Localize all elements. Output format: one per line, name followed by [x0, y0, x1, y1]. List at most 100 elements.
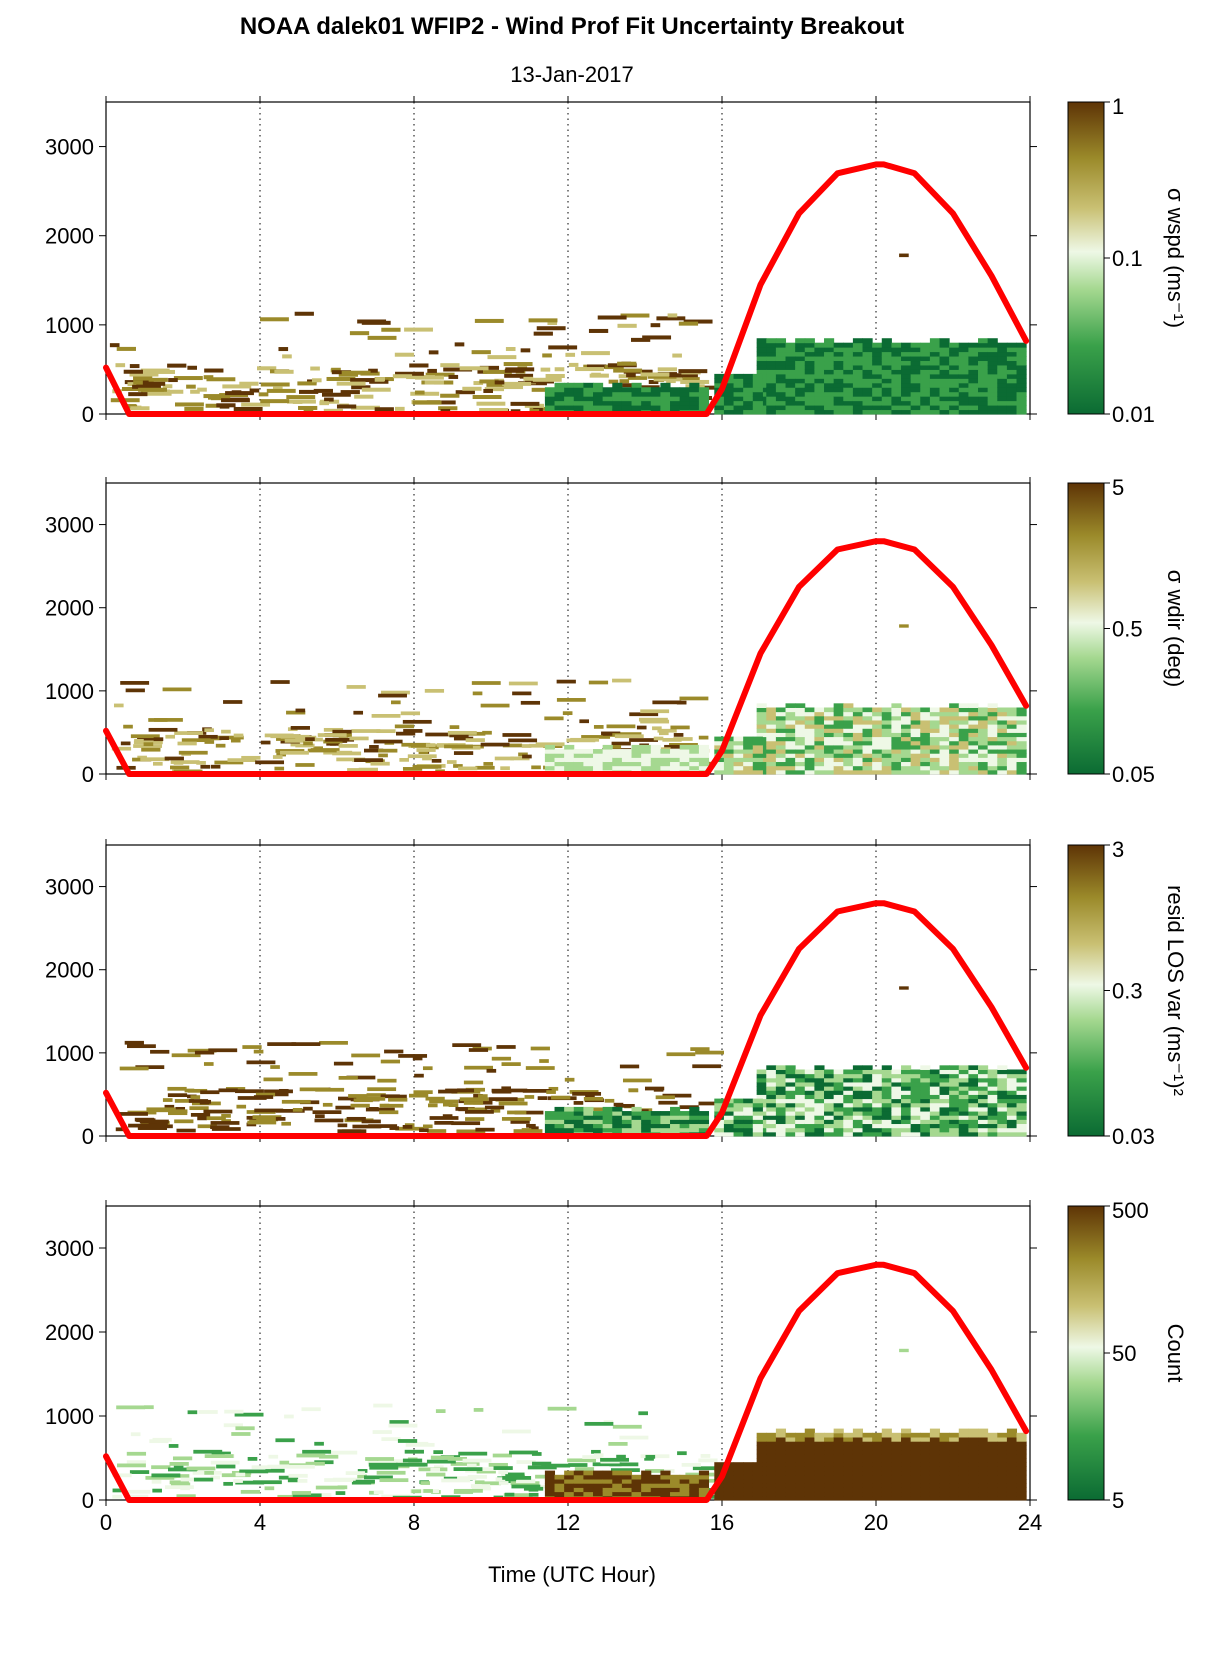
heatmap-cell [795, 749, 806, 754]
heatmap-cell [872, 1115, 883, 1120]
heatmap-cell [409, 1441, 429, 1446]
heatmap-cell [441, 1478, 471, 1483]
heatmap-cell [804, 1495, 815, 1501]
heatmap-cell [295, 708, 306, 713]
heatmap-cell [872, 382, 883, 388]
heatmap-cell [775, 1479, 787, 1484]
heatmap-cell [949, 749, 960, 754]
heatmap-cell [987, 1077, 998, 1083]
heatmap-cell [286, 710, 306, 715]
heatmap-cell [795, 1432, 806, 1438]
heatmap-cell [766, 400, 777, 406]
heatmap-cell [824, 387, 835, 393]
heatmap-cell [901, 749, 912, 754]
heatmap-cell [564, 405, 575, 411]
heatmap-cell [140, 757, 170, 762]
heatmap-cell [650, 323, 661, 328]
heatmap-cell [660, 1111, 671, 1116]
heatmap-cell [872, 1081, 883, 1087]
heatmap-cell [910, 1445, 921, 1451]
heatmap-cell [204, 368, 224, 373]
y-tick-label: 1000 [45, 1041, 94, 1066]
heatmap-cell [221, 398, 250, 403]
heatmap-cell [997, 1445, 1008, 1451]
heatmap-cell [593, 1111, 604, 1116]
heatmap-cell [862, 1445, 873, 1451]
heatmap-cell [766, 1458, 777, 1463]
heatmap-cell [583, 391, 594, 397]
heatmap-cell [997, 724, 1008, 729]
heatmap-cell [920, 1090, 931, 1095]
heatmap-cell [752, 400, 763, 406]
heatmap-cell [891, 1077, 902, 1083]
heatmap-cell [689, 405, 700, 411]
heatmap-cell [872, 1453, 883, 1459]
heatmap-cell [862, 1115, 873, 1120]
heatmap-cell [1016, 1495, 1027, 1501]
heatmap-cell [330, 741, 340, 746]
heatmap-cell [662, 1093, 692, 1098]
heatmap-cell [440, 393, 460, 398]
heatmap-cell [901, 711, 912, 717]
heatmap-cell [833, 1491, 844, 1497]
heatmap-cell [852, 1086, 864, 1091]
heatmap-cell [1006, 409, 1018, 415]
heatmap-cell [332, 751, 362, 756]
heatmap-cell [785, 1106, 796, 1112]
heatmap-cell [752, 753, 763, 758]
heatmap-cell [673, 737, 693, 741]
heatmap-cell [528, 1492, 539, 1497]
heatmap-cell [814, 761, 825, 767]
heatmap-cell [881, 1466, 892, 1472]
heatmap-cell [301, 1407, 321, 1412]
heatmap-cell [833, 765, 844, 771]
heatmap-cell [670, 1479, 681, 1484]
heatmap-cell [286, 395, 316, 400]
heatmap-cell [949, 409, 960, 415]
heatmap-cell [621, 753, 633, 758]
heatmap-cell [233, 406, 263, 411]
heatmap-cell [756, 732, 767, 738]
heatmap-cell [621, 391, 633, 397]
heatmap-cell [756, 711, 767, 717]
heatmap-cell [881, 1086, 892, 1091]
heatmap-cell [641, 765, 652, 771]
heatmap-cell [939, 364, 950, 370]
heatmap-cell [872, 732, 883, 738]
heatmap-cell [723, 749, 735, 754]
heatmap-cell [968, 347, 979, 353]
heatmap-cell [689, 1127, 700, 1133]
heatmap-cell [264, 733, 294, 738]
heatmap-cell [901, 1077, 912, 1083]
heatmap-cell [968, 1081, 979, 1087]
heatmap-cell [574, 1467, 595, 1471]
heatmap-cell [862, 765, 873, 771]
heatmap-cell [987, 1090, 998, 1095]
heatmap-cell [565, 352, 576, 357]
heatmap-cell [302, 1449, 332, 1454]
heatmap-cell [611, 741, 631, 746]
heatmap-cell [872, 1466, 883, 1472]
heatmap-cell [446, 760, 457, 764]
heatmap-cell [843, 753, 854, 758]
heatmap-cell [266, 388, 296, 393]
heatmap-cell [852, 1073, 864, 1079]
heatmap-cell [862, 1470, 873, 1476]
heatmap-cell [949, 736, 960, 742]
heatmap-cell [949, 1127, 960, 1133]
heatmap-cell [824, 351, 835, 357]
heatmap-cell [901, 1449, 912, 1455]
heatmap-cell [939, 744, 950, 750]
heatmap-cell [939, 1119, 950, 1125]
heatmap-cell [824, 364, 835, 370]
heatmap-cell [593, 749, 604, 754]
heatmap-cell [852, 753, 864, 758]
heatmap-cell [978, 1487, 989, 1493]
heatmap-cell [130, 406, 150, 411]
heatmap-cell [523, 1486, 544, 1491]
heatmap-cell [814, 409, 825, 415]
heatmap-cell [901, 707, 912, 713]
heatmap-cell [756, 1090, 767, 1095]
heatmap-cell [1016, 409, 1027, 415]
heatmap-cell [303, 1106, 313, 1111]
